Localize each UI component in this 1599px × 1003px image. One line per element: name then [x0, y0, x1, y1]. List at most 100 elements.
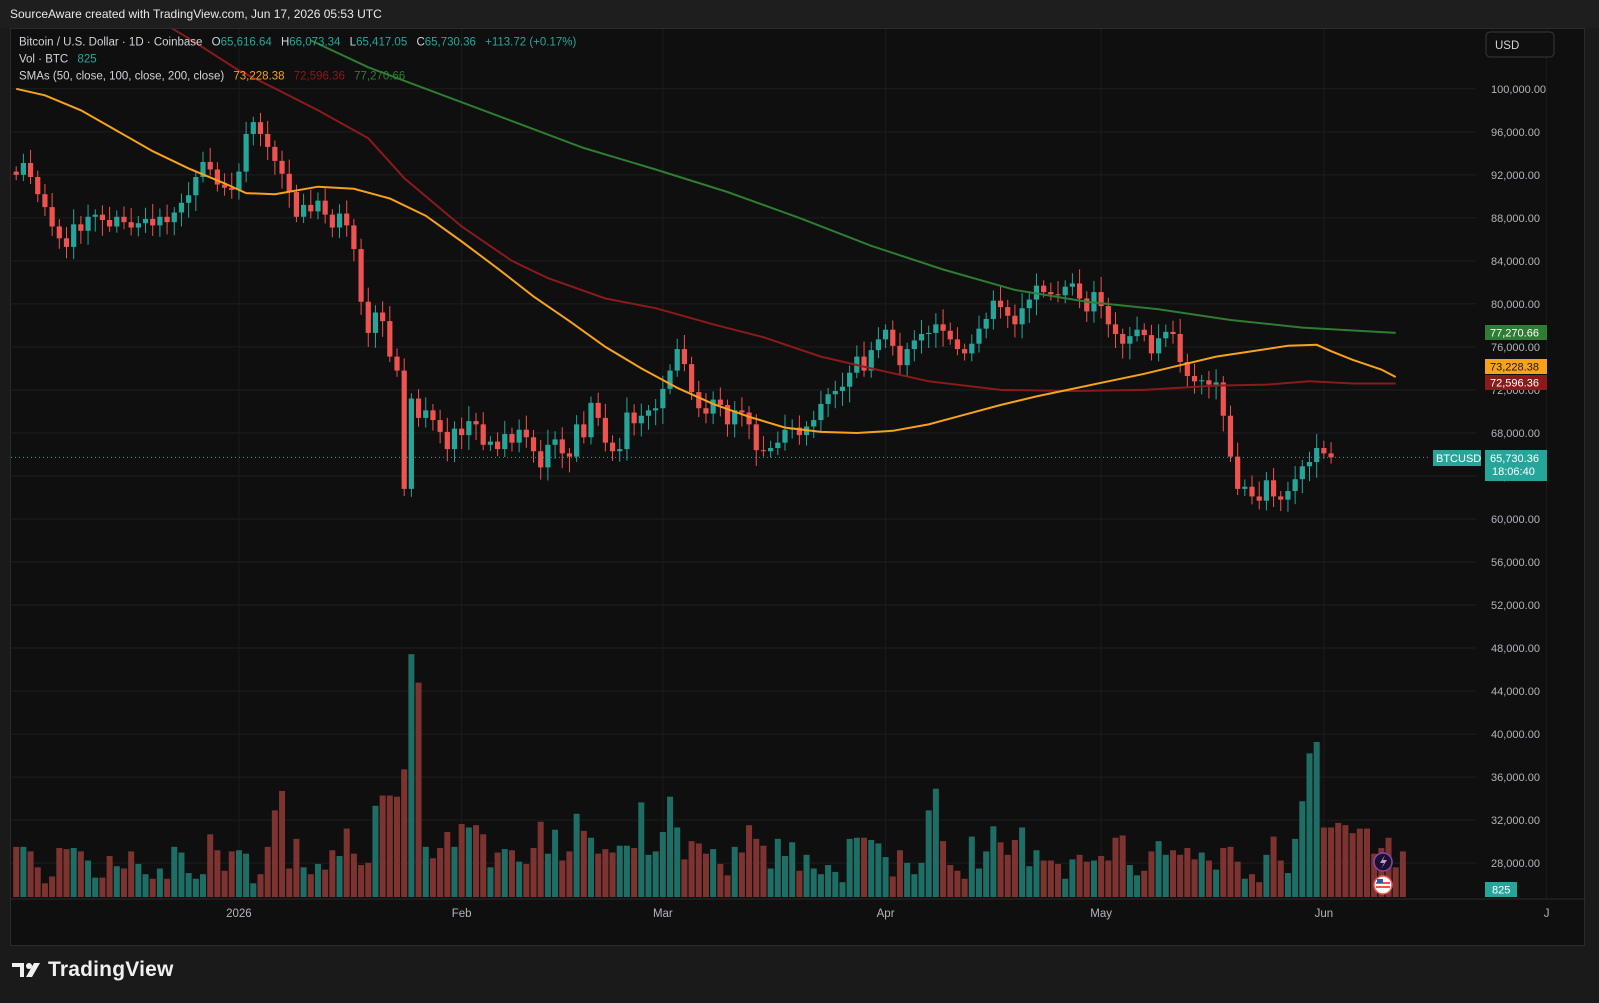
- us-flag-event-icon[interactable]: [1373, 875, 1393, 895]
- tradingview-logo[interactable]: TradingView: [12, 958, 174, 982]
- candle-body: [107, 220, 113, 227]
- volume-bar: [990, 826, 997, 897]
- volume-bar: [1313, 741, 1320, 897]
- price-tick-label: 48,000.00: [1491, 643, 1540, 655]
- volume-bar: [408, 654, 415, 897]
- volume-bar: [106, 855, 113, 897]
- volume-bar: [1249, 874, 1256, 897]
- candle-body: [1120, 334, 1126, 344]
- candle-body: [71, 224, 77, 247]
- volume-bar: [652, 851, 659, 897]
- candle-body: [523, 429, 529, 438]
- candle-body: [502, 434, 508, 450]
- candle-body: [1184, 361, 1190, 376]
- volume-bar: [623, 845, 630, 897]
- volume-bar: [1011, 840, 1018, 897]
- volume-bars: [13, 654, 1406, 897]
- currency-button[interactable]: USD: [1485, 31, 1555, 58]
- candle-body: [286, 173, 292, 193]
- volume-bar: [113, 866, 120, 897]
- volume-bar: [1047, 860, 1054, 897]
- volume-bar: [1263, 854, 1270, 897]
- candle-body: [638, 415, 644, 424]
- time-axis[interactable]: 2026 Feb Mar Apr May Jun J: [226, 908, 1549, 920]
- volume-bar: [20, 846, 27, 897]
- volume-bar: [1378, 847, 1385, 897]
- candle-body: [437, 420, 443, 432]
- currency-label[interactable]: USD: [1495, 40, 1519, 52]
- volume-bar: [961, 878, 968, 897]
- volume-bar: [781, 855, 788, 897]
- candle-body: [171, 212, 177, 223]
- candle-body: [674, 349, 680, 371]
- candle-body: [1041, 285, 1047, 293]
- candle-body: [1048, 292, 1054, 295]
- volume-bar: [932, 788, 939, 897]
- legend: Bitcoin / U.S. Dollar · 1D · Coinbase O6…: [19, 37, 577, 83]
- volume-bar: [631, 847, 638, 897]
- volume-bar: [875, 843, 882, 897]
- volume-bar: [616, 845, 623, 897]
- candle-body: [1105, 306, 1111, 325]
- volume-bar: [451, 846, 458, 897]
- volume-bar: [940, 841, 947, 897]
- candle-body: [1314, 448, 1320, 462]
- candle-body: [818, 403, 824, 421]
- volume-bar: [1184, 847, 1191, 897]
- candle-body: [969, 343, 975, 354]
- volume-bar: [1119, 835, 1126, 897]
- candle-body: [732, 410, 738, 425]
- volume-bar: [983, 851, 990, 897]
- lightning-event-icon[interactable]: [1373, 852, 1393, 872]
- volume-bar: [207, 834, 214, 897]
- candle-body: [552, 439, 558, 445]
- candle-body: [962, 349, 968, 354]
- candle-body: [444, 431, 450, 450]
- candle-body: [42, 194, 48, 208]
- volume-bar: [1155, 841, 1162, 897]
- sma100-badge-text: 72,596.36: [1490, 378, 1539, 390]
- volume-bar: [702, 853, 709, 897]
- volume-bar: [120, 868, 127, 897]
- candle-body: [1177, 334, 1183, 362]
- volume-bar: [307, 874, 314, 897]
- volume-bar: [473, 825, 480, 897]
- volume-bar: [774, 838, 781, 897]
- volume-bar: [738, 852, 745, 897]
- candle-body: [380, 312, 386, 322]
- volume-bar: [437, 847, 444, 897]
- candle-body: [1242, 486, 1248, 489]
- volume-bar: [264, 846, 271, 897]
- chart-svg[interactable]: 100,000.00 96,000.00 92,000.00 88,000.00 84,…: [11, 0, 1586, 947]
- volume-bar: [293, 838, 300, 897]
- sma50-line: [15, 87, 1397, 435]
- candle-body: [739, 410, 745, 413]
- candle-body: [1069, 283, 1075, 287]
- volume-bar: [602, 849, 609, 897]
- volume-bar: [156, 868, 163, 897]
- candle-body: [243, 133, 249, 172]
- volume-bar: [796, 870, 803, 897]
- volume-bar: [1320, 827, 1327, 897]
- candle-body: [308, 204, 314, 212]
- volume-bar: [214, 850, 221, 897]
- volume-bar: [868, 840, 875, 897]
- candle-body: [1299, 466, 1305, 480]
- chart-frame[interactable]: 100,000.00 96,000.00 92,000.00 88,000.00 84,…: [10, 0, 1586, 947]
- legend-h-label: H: [281, 37, 289, 49]
- volume-bar: [710, 849, 717, 897]
- volume-bar: [803, 854, 810, 897]
- candle-body: [631, 412, 637, 424]
- volume-bar: [221, 870, 228, 897]
- volume-bar: [997, 842, 1004, 897]
- candle-body: [832, 391, 838, 395]
- volume-bar: [343, 828, 350, 897]
- candle-body: [890, 329, 896, 346]
- volume-bar: [896, 850, 903, 897]
- legend-open-value: 65,616.64: [221, 37, 273, 49]
- volume-bar: [530, 847, 537, 897]
- candle-body: [911, 340, 917, 350]
- volume-bar: [516, 861, 523, 897]
- candle-body: [1156, 338, 1162, 354]
- candle-body: [272, 146, 278, 161]
